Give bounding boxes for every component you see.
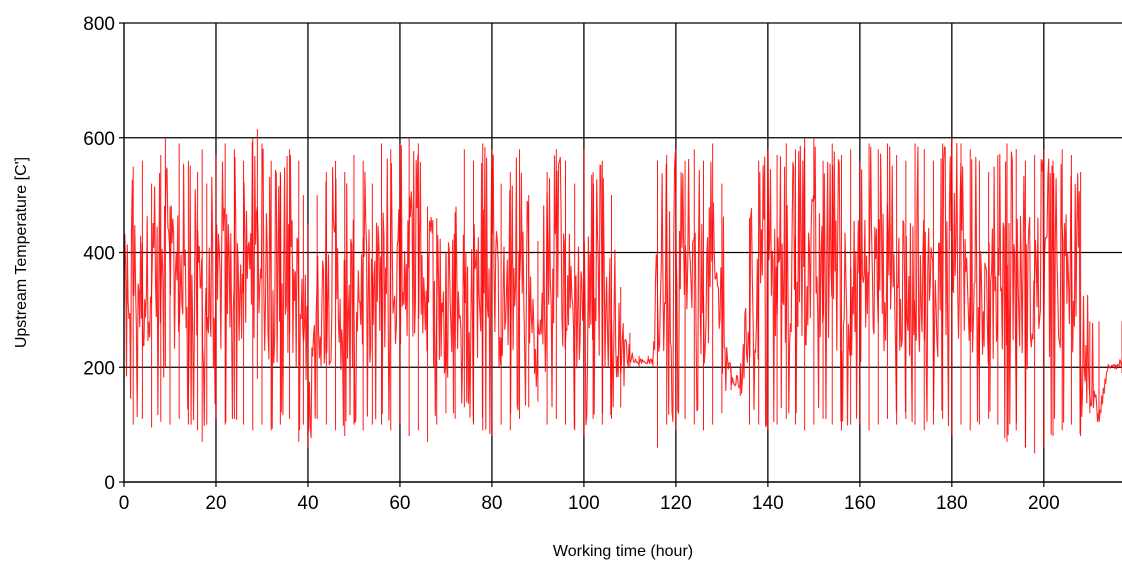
x-tick-label: 140 — [752, 493, 784, 514]
x-tick-label: 200 — [1028, 493, 1060, 514]
series-layer — [123, 129, 1122, 454]
x-tick-label: 120 — [660, 493, 692, 514]
x-tick-label: 20 — [205, 493, 226, 514]
y-tick-label: 200 — [83, 358, 115, 379]
y-axis-title: Upstream Temperature [C'] — [13, 157, 30, 348]
x-tick-label: 160 — [844, 493, 876, 514]
y-tick-label: 400 — [83, 244, 115, 265]
x-tick-label: 60 — [389, 493, 410, 514]
x-tick-label: 80 — [481, 493, 502, 514]
ticks-layer: 0 20 40 60 80 100 120 140 160 180 200 0 200 400 600 800 — [83, 14, 1059, 514]
y-tick-label: 800 — [83, 14, 115, 35]
x-tick-label: 40 — [297, 493, 318, 514]
x-tick-label: 180 — [936, 493, 968, 514]
x-axis-title: Working time (hour) — [553, 543, 693, 560]
series-line — [123, 140, 1122, 448]
y-tick-label: 600 — [83, 129, 115, 150]
x-tick-label: 100 — [568, 493, 600, 514]
y-tick-label: 0 — [104, 473, 115, 494]
x-tick-label: 0 — [119, 493, 130, 514]
